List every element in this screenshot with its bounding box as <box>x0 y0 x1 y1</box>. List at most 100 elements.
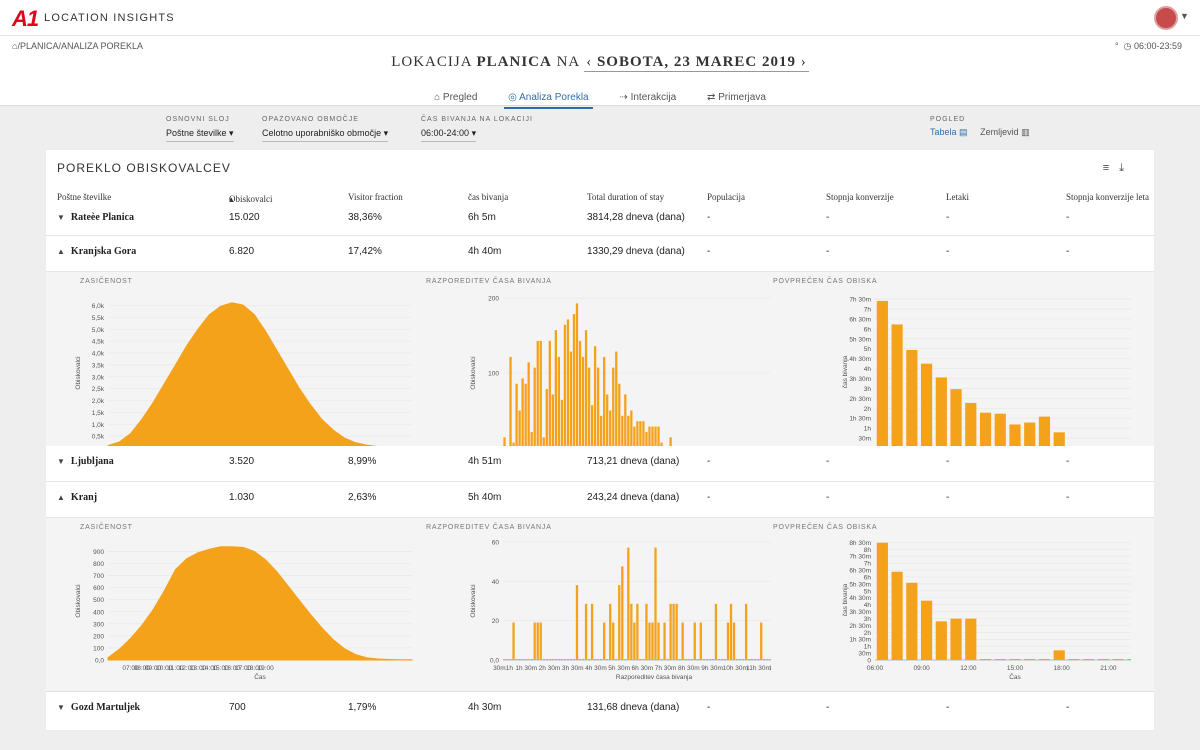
histogram-bar[interactable] <box>554 330 557 448</box>
col-flyer-conversion[interactable]: Stopnja konverzije leta <box>1066 192 1149 202</box>
histogram-bar[interactable] <box>654 426 657 448</box>
histogram-bar[interactable] <box>766 659 769 660</box>
histogram-bar[interactable] <box>720 659 724 660</box>
histogram-bar[interactable] <box>669 437 672 448</box>
histogram-bar[interactable] <box>530 659 533 660</box>
histogram-bar[interactable] <box>527 362 530 448</box>
histogram-bar[interactable] <box>639 421 642 448</box>
histogram-bar[interactable] <box>950 618 962 660</box>
col-conversion[interactable]: Stopnja konverzije <box>826 192 894 202</box>
histogram-bar[interactable] <box>575 303 579 448</box>
histogram-bar[interactable] <box>554 659 557 660</box>
histogram-bar[interactable] <box>542 437 545 448</box>
histogram-bar[interactable] <box>621 566 624 660</box>
histogram-bar[interactable] <box>723 659 727 660</box>
histogram-bar[interactable] <box>906 349 918 448</box>
histogram-bar[interactable] <box>503 437 506 448</box>
histogram-bar[interactable] <box>657 426 660 448</box>
histogram-bar[interactable] <box>1009 659 1021 660</box>
histogram-bar[interactable] <box>642 659 645 660</box>
histogram-bar[interactable] <box>551 394 554 448</box>
histogram-bar[interactable] <box>596 367 600 448</box>
histogram-bar[interactable] <box>578 340 582 448</box>
histogram-bar[interactable] <box>732 622 736 660</box>
histogram-bar[interactable] <box>675 603 678 660</box>
histogram-bar[interactable] <box>521 659 524 660</box>
histogram-bar[interactable] <box>950 389 962 448</box>
chevron-up-icon[interactable]: ▲ <box>57 493 65 502</box>
col-postal[interactable]: Poštne številke <box>57 192 112 202</box>
histogram-bar[interactable] <box>524 383 527 448</box>
histogram-bar[interactable] <box>920 363 933 448</box>
histogram-bar[interactable] <box>754 659 757 660</box>
histogram-bar[interactable] <box>506 659 509 660</box>
filter-icon[interactable]: ≡ <box>1102 162 1120 174</box>
histogram-bar[interactable] <box>575 585 579 660</box>
histogram-bar[interactable] <box>711 659 715 660</box>
histogram-bar[interactable] <box>618 383 621 448</box>
histogram-bar[interactable] <box>584 330 588 448</box>
histogram-bar[interactable] <box>590 603 594 660</box>
histogram-bar[interactable] <box>1024 422 1036 449</box>
histogram-bar[interactable] <box>1053 432 1065 448</box>
histogram-bar[interactable] <box>557 356 561 448</box>
histogram-bar[interactable] <box>503 659 506 660</box>
histogram-bar[interactable] <box>965 402 977 448</box>
histogram-bar[interactable] <box>1068 659 1080 660</box>
histogram-bar[interactable] <box>648 426 651 448</box>
histogram-bar[interactable] <box>705 659 708 660</box>
histogram-bar[interactable] <box>660 659 663 660</box>
histogram-bar[interactable] <box>876 300 888 448</box>
histogram-bar[interactable] <box>596 659 600 660</box>
histogram-bar[interactable] <box>563 659 567 660</box>
histogram-bar[interactable] <box>593 659 597 660</box>
histogram-bar[interactable] <box>769 659 771 660</box>
histogram-bar[interactable] <box>615 659 618 660</box>
histogram-bar[interactable] <box>603 622 606 660</box>
col-total[interactable]: Total duration of stay <box>587 192 665 202</box>
histogram-bar[interactable] <box>645 431 648 448</box>
histogram-bar[interactable] <box>512 622 515 660</box>
histogram-bar[interactable] <box>557 659 561 660</box>
histogram-bar[interactable] <box>642 421 645 448</box>
histogram-bar[interactable] <box>763 659 766 660</box>
histogram-bar[interactable] <box>533 367 536 448</box>
histogram-bar[interactable] <box>521 378 524 448</box>
tab-analiza-porekla[interactable]: ◎ Analiza Porekla <box>504 90 593 109</box>
histogram-bar[interactable] <box>708 659 712 660</box>
histogram-bar[interactable] <box>735 659 739 660</box>
chevron-down-icon[interactable]: ▼ <box>57 213 65 222</box>
histogram-bar[interactable] <box>636 603 639 660</box>
histogram-bar[interactable] <box>551 659 554 660</box>
view-table-toggle[interactable]: Tabela ▤ <box>930 127 968 137</box>
histogram-bar[interactable] <box>651 426 654 448</box>
histogram-bar[interactable] <box>920 600 933 660</box>
histogram-bar[interactable] <box>726 622 730 660</box>
histogram-bar[interactable] <box>569 351 573 448</box>
histogram-bar[interactable] <box>518 410 521 449</box>
histogram-bar[interactable] <box>542 659 545 660</box>
histogram-bar[interactable] <box>714 603 718 660</box>
histogram-bar[interactable] <box>560 399 564 448</box>
histogram-bar[interactable] <box>566 659 570 660</box>
histogram-bar[interactable] <box>524 659 527 660</box>
col-stay[interactable]: čas bivanja <box>468 192 509 202</box>
histogram-bar[interactable] <box>690 659 693 660</box>
histogram-bar[interactable] <box>627 547 630 660</box>
layer-select[interactable]: Poštne številke ▾ <box>166 128 234 142</box>
histogram-bar[interactable] <box>536 340 539 448</box>
histogram-bar[interactable] <box>702 659 705 660</box>
histogram-bar[interactable] <box>518 659 521 660</box>
histogram-bar[interactable] <box>539 340 542 448</box>
histogram-bar[interactable] <box>612 622 615 660</box>
histogram-bar[interactable] <box>657 622 660 660</box>
histogram-bar[interactable] <box>660 442 663 448</box>
histogram-bar[interactable] <box>687 659 690 660</box>
histogram-bar[interactable] <box>509 356 512 448</box>
histogram-bar[interactable] <box>979 659 992 660</box>
histogram-bar[interactable] <box>615 351 618 448</box>
histogram-bar[interactable] <box>906 582 918 660</box>
histogram-bar[interactable] <box>515 383 518 448</box>
col-fraction[interactable]: Visitor fraction <box>348 192 403 202</box>
histogram-bar[interactable] <box>1097 659 1110 660</box>
